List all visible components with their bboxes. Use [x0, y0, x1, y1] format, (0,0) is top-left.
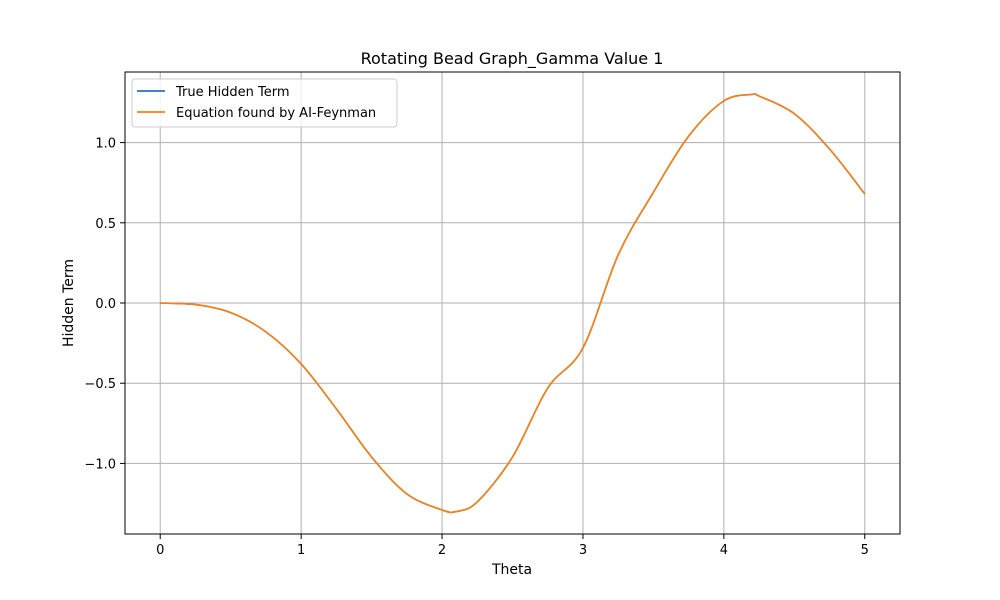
y-tick-label: 0.0: [95, 297, 116, 312]
x-tick-label: 0: [156, 543, 164, 558]
grid: [125, 72, 900, 534]
x-tick-label: 2: [438, 543, 446, 558]
legend: True Hidden Term Equation found by AI-Fey…: [131, 78, 398, 128]
x-tick-label: 5: [861, 543, 869, 558]
x-tick-label: 3: [579, 543, 587, 558]
x-tick-label: 1: [297, 543, 305, 558]
y-tick-label: 0.5: [95, 217, 116, 232]
legend-label-1: True Hidden Term: [175, 85, 290, 100]
y-tick-label: −0.5: [84, 377, 116, 392]
legend-label-2: Equation found by AI-Feynman: [176, 106, 376, 121]
y-tick-label: −1.0: [84, 457, 116, 472]
legend-box: [131, 78, 398, 128]
series-layer: [160, 92, 866, 514]
chart-title: Rotating Bead Graph_Gamma Value 1: [361, 49, 664, 69]
y-axis: −1.0 −0.5 0.0 0.5 1.0: [84, 137, 125, 472]
x-axis-label: Theta: [491, 562, 532, 578]
series-line-2: [160, 92, 866, 514]
y-axis-label: Hidden Term: [61, 259, 77, 347]
y-tick-label: 1.0: [95, 137, 116, 152]
x-axis: 0 1 2 3 4 5: [156, 534, 869, 558]
x-tick-label: 4: [720, 543, 728, 558]
